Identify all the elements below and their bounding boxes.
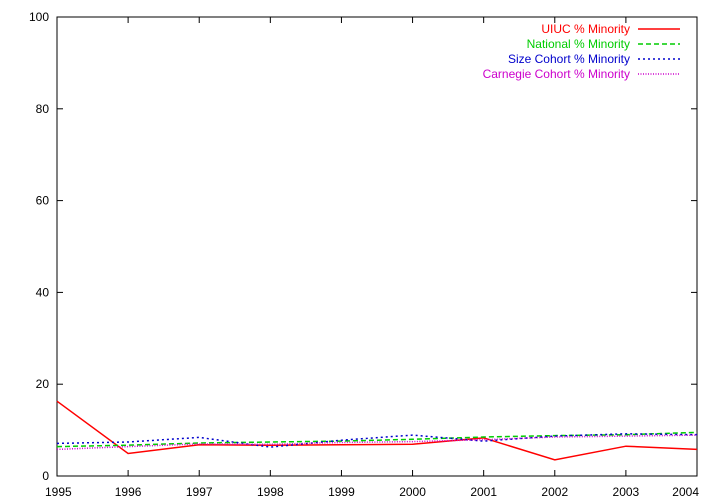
y-tick-label: 0	[42, 469, 49, 483]
series-line-national-minority	[56, 431, 698, 448]
x-tick-label: 2002	[541, 485, 568, 499]
series-line-uiuc-minority	[56, 400, 698, 461]
legend-label: Size Cohort % Minority	[508, 52, 630, 66]
x-tick-label: 1996	[115, 485, 142, 499]
legend-label: National % Minority	[527, 37, 630, 51]
x-tick-label: 1998	[257, 485, 284, 499]
series-line-carnegie-cohort-minority	[56, 434, 698, 451]
x-tick-label: 1997	[186, 485, 213, 499]
x-tick-label: 2000	[399, 485, 426, 499]
y-tick-label: 60	[36, 194, 50, 208]
y-tick-label: 100	[29, 10, 49, 24]
y-tick-label: 80	[36, 102, 50, 116]
plot-frame	[56, 16, 698, 477]
legend-label: UIUC % Minority	[541, 22, 630, 36]
series-line-size-cohort-minority	[56, 433, 698, 448]
x-tick-label: 2001	[470, 485, 497, 499]
x-tick-label: 1995	[45, 485, 72, 499]
axis-ticks: 0 20 40 60 80 100 1995 1996 1997 1998 1999 2000 2001…	[29, 10, 699, 499]
x-tick-label: 2004	[672, 485, 699, 499]
series-lines	[56, 400, 698, 461]
x-tick-label: 2003	[613, 485, 640, 499]
x-tick-label: 1999	[328, 485, 355, 499]
y-tick-label: 40	[36, 285, 50, 299]
y-tick-label: 20	[36, 377, 50, 391]
legend-label: Carnegie Cohort % Minority	[483, 67, 630, 81]
